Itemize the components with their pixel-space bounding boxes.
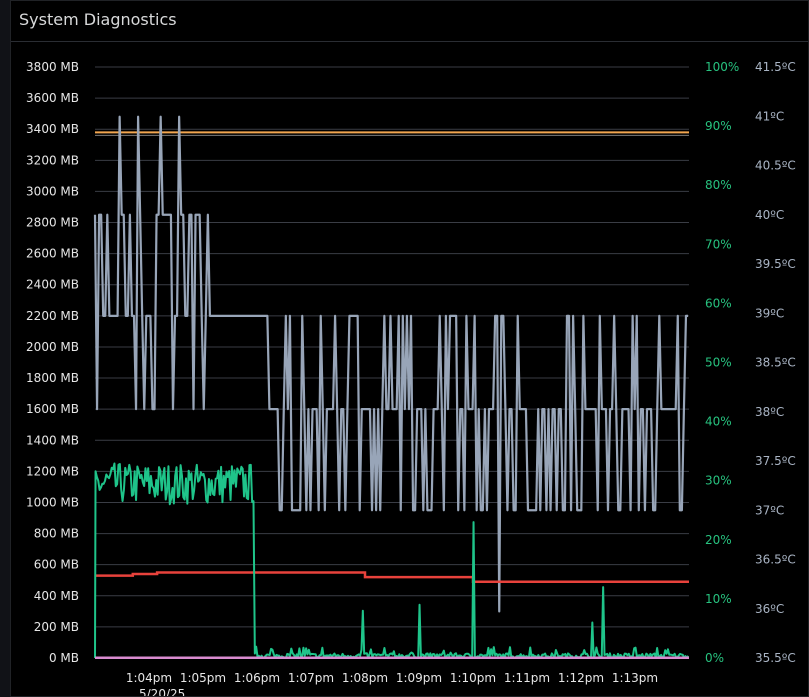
y-right-temp-tick-label: 37.5ºC (755, 454, 796, 468)
y-right-temp-tick-label: 36.5ºC (755, 553, 796, 567)
y-right-percent-tick-label: 0% (705, 651, 724, 665)
panel-header[interactable]: System Diagnostics (11, 1, 808, 42)
x-tick-label: 1:10pm (450, 671, 496, 685)
y-left-tick-label: 3800 MB (26, 60, 79, 74)
y-left-tick-label: 2400 MB (26, 278, 79, 292)
y-right-percent-tick-label: 20% (705, 533, 732, 547)
y-left-tick-label: 1400 MB (26, 433, 79, 447)
x-tick-label: 1:08pm (342, 671, 388, 685)
y-right-percent-tick-label: 50% (705, 356, 732, 370)
y-left-tick-label: 200 MB (34, 620, 79, 634)
y-right-percent-tick-label: 60% (705, 296, 732, 310)
y-left-tick-label: 1200 MB (26, 464, 79, 478)
x-tick-label: 1:13pm (612, 671, 658, 685)
diagnostics-chart[interactable]: 0 MB 200 MB 400 MB 600 MB 800 MB 1000 MB 1200 … (11, 1, 808, 696)
y-right-temp-tick-label: 40.5ºC (755, 159, 796, 173)
x-tick-label: 1:07pm (288, 671, 334, 685)
x-tick-label: 1:04pm (126, 671, 172, 685)
y-right-temp-tick-label: 40ºC (755, 208, 784, 222)
y-left-tick-label: 800 MB (34, 527, 79, 541)
y-left-tick-label: 1600 MB (26, 402, 79, 416)
x-tick-label: 1:11pm (504, 671, 550, 685)
temperature-series-line (95, 571, 689, 584)
x-tick-label: 1:12pm (558, 671, 604, 685)
panel-title: System Diagnostics (19, 10, 177, 29)
x-date-label: 5/20/25 (139, 687, 185, 696)
y-right-percent-tick-label: 40% (705, 415, 732, 429)
y-right-temp-tick-label: 39.5ºC (755, 257, 796, 271)
y-left-tick-label: 3200 MB (26, 153, 79, 167)
y-left-tick-label: 1800 MB (26, 371, 79, 385)
y-right-temp-tick-label: 37ºC (755, 503, 784, 517)
y-right-temp-tick-label: 38.5ºC (755, 356, 796, 370)
x-tick-label: 1:05pm (180, 671, 226, 685)
y-right-temp-tick-label: 39ºC (755, 306, 784, 320)
y-right-temp-tick-label: 38ºC (755, 405, 784, 419)
y-left-tick-label: 3600 MB (26, 91, 79, 105)
y-right-percent-tick-label: 100% (705, 60, 739, 74)
y-right-percent-tick-label: 80% (705, 178, 732, 192)
y-left-tick-label: 0 MB (49, 651, 79, 665)
y-left-tick-label: 3000 MB (26, 184, 79, 198)
y-left-tick-label: 3400 MB (26, 122, 79, 136)
y-right-percent-tick-label: 90% (705, 119, 732, 133)
x-tick-label: 1:09pm (396, 671, 442, 685)
y-right-temp-tick-label: 41ºC (755, 109, 784, 123)
cpu-series-line (94, 462, 690, 659)
y-left-tick-label: 2200 MB (26, 309, 79, 323)
y-left-tick-label: 600 MB (34, 558, 79, 572)
y-left-tick-label: 2000 MB (26, 340, 79, 354)
y-right-percent-tick-label: 30% (705, 474, 732, 488)
y-left-tick-label: 2800 MB (26, 216, 79, 230)
y-left-tick-label: 1000 MB (26, 495, 79, 509)
y-right-temp-tick-label: 36ºC (755, 602, 784, 616)
y-right-percent-tick-label: 70% (705, 237, 732, 251)
y-right-percent-tick-label: 10% (705, 592, 732, 606)
x-tick-label: 1:06pm (234, 671, 280, 685)
y-right-temp-tick-label: 41.5ºC (755, 60, 796, 74)
diagnostics-panel: System Diagnostics 0 MB 200 MB 400 MB 600 M… (10, 0, 809, 697)
y-left-tick-label: 400 MB (34, 589, 79, 603)
memory-series-line (93, 115, 689, 613)
y-right-temp-tick-label: 35.5ºC (755, 651, 796, 665)
y-left-tick-label: 2600 MB (26, 247, 79, 261)
